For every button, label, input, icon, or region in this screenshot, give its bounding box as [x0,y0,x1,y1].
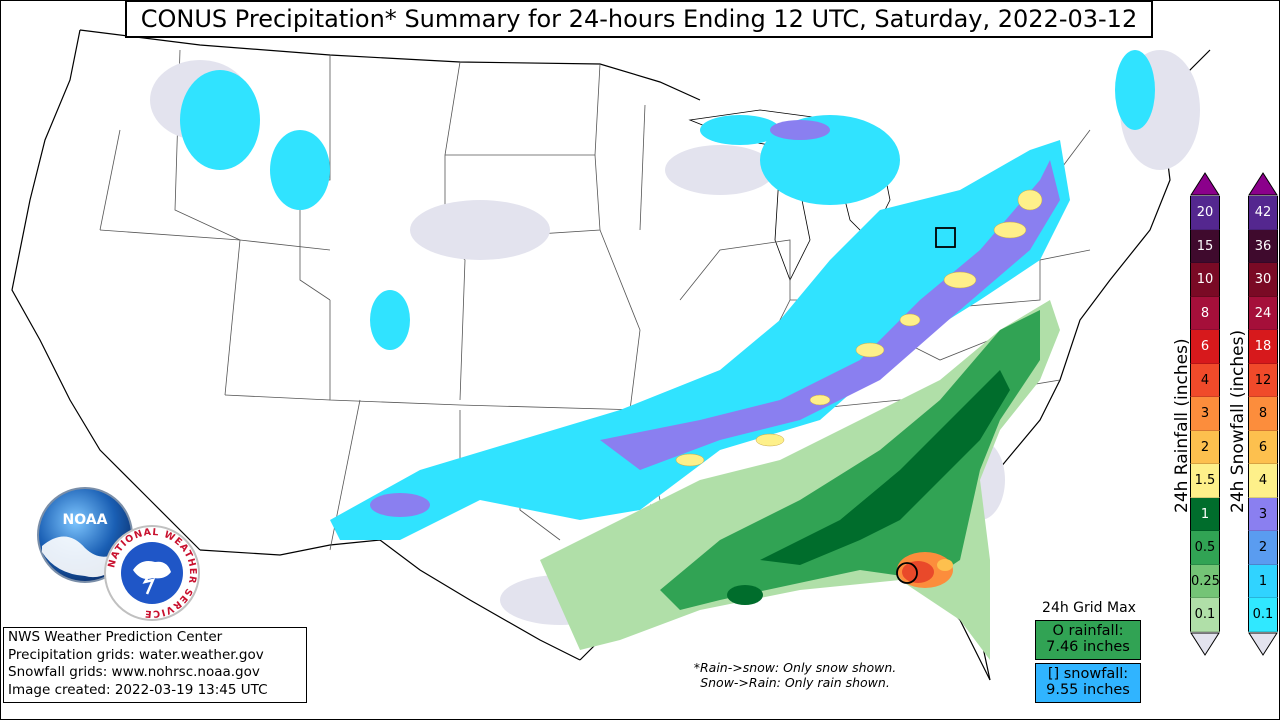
grid-max-snow-label: [] snowfall: [1047,666,1129,682]
snow-legend-cell: 4 [1248,464,1278,498]
noaa-logo-text: NOAA [63,512,108,528]
rain-legend-cell: 0.1 [1190,598,1220,632]
rain-legend-cell: 2 [1190,430,1220,464]
rain-legend-cell: 15 [1190,229,1220,263]
snow-legend-bottom-arrow [1248,632,1278,656]
rain-max-marker [896,562,918,584]
snow-legend-cell: 42 [1248,196,1278,230]
snow-legend-cell: 12 [1248,363,1278,397]
rain-legend-cell: 0.5 [1190,531,1220,565]
snow-legend-cell: 30 [1248,263,1278,297]
grid-max-snow-value: 9.55 inches [1046,682,1130,698]
rain-max-area [897,552,953,588]
rain-legend-cell: 1 [1190,497,1220,531]
grid-max-rain-label: O rainfall: [1052,623,1124,639]
snow-legend-cell: 6 [1248,430,1278,464]
info-line-2: Precipitation grids: water.weather.gov [8,646,264,663]
snow-legend-cell: 0.1 [1248,598,1278,632]
snow-max-marker [935,227,956,248]
rain-legend: 20 15 10 8 6 4 3 2 1.5 1 0.5 0.25 0.1 [1190,196,1220,632]
rain-legend-bottom-arrow [1190,632,1220,656]
grid-max-snowfall: [] snowfall: 9.55 inches [1035,663,1141,703]
rain-legend-cell: 10 [1190,263,1220,297]
rain-legend-cell: 20 [1190,196,1220,230]
note-line-2: Snow->Rain: Only rain shown. [700,675,890,690]
map-title: CONUS Precipitation* Summary for 24-hour… [125,0,1153,38]
rain-legend-cell: 8 [1190,296,1220,330]
grid-max-rain-value: 7.46 inches [1046,639,1130,655]
rain-legend-cell: 0.25 [1190,564,1220,598]
info-line-4: Image created: 2022-03-19 13:45 UTC [8,681,268,698]
rain-heavy-areas [727,370,1010,605]
nws-logo: NATIONAL WEATHER SERVICE [104,525,200,621]
rain-mid-areas [660,310,1040,610]
grid-max-label: 24h Grid Max [1042,600,1136,616]
snow-legend-cell: 18 [1248,330,1278,364]
rain-legend-top-arrow [1190,172,1220,196]
rain-legend-cell: 4 [1190,363,1220,397]
rain-legend-cell: 6 [1190,330,1220,364]
snow-legend-cell: 24 [1248,296,1278,330]
snow-heavy-areas [370,120,1060,517]
snow-legend-cell: 1 [1248,564,1278,598]
note-line-1: *Rain->snow: Only snow shown. [693,660,897,675]
snow-yellow-areas [675,189,1043,467]
snow-legend-top-arrow [1248,172,1278,196]
grid-max-rainfall: O rainfall: 7.46 inches [1035,620,1141,660]
snow-legend: 42 36 30 24 18 12 8 6 4 3 2 1 0.1 [1248,196,1278,632]
rain-legend-cell: 3 [1190,397,1220,431]
snow-legend-cell: 8 [1248,397,1278,431]
snow-legend-cell: 3 [1248,497,1278,531]
info-box: NWS Weather Prediction Center Precipitat… [3,627,307,703]
snow-legend-cell: 36 [1248,229,1278,263]
info-line-3: Snowfall grids: www.nohrsc.noaa.gov [8,664,260,680]
precip-type-note: *Rain->snow: Only snow shown. Snow->Rain… [660,660,930,690]
rain-legend-title: 24h Rainfall (inches) [1172,338,1192,513]
snow-legend-title: 24h Snowfall (inches) [1228,329,1248,513]
snow-legend-cell: 2 [1248,531,1278,565]
info-line-1: NWS Weather Prediction Center [8,629,223,645]
rain-legend-cell: 1.5 [1190,464,1220,498]
